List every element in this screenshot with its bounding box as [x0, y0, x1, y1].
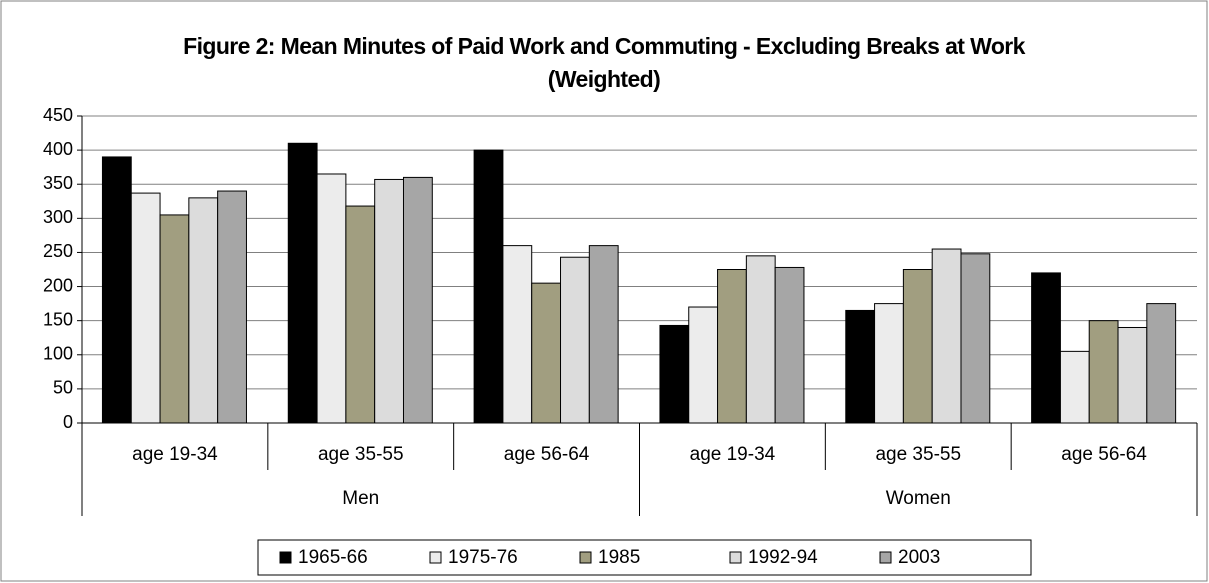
bar	[845, 309, 876, 424]
bar	[473, 149, 504, 424]
x-group-label: Women	[886, 488, 951, 509]
legend-swatch	[429, 551, 442, 564]
bar	[287, 142, 318, 424]
y-tick-label: 0	[63, 412, 73, 432]
bar	[531, 282, 562, 424]
legend-label: 1992-94	[748, 547, 818, 568]
y-tick-label: 100	[43, 344, 73, 364]
legend-label: 1985	[598, 547, 640, 568]
legend-label: 1965-66	[298, 547, 368, 568]
bar	[717, 269, 747, 424]
y-tick-label: 200	[43, 275, 73, 295]
bar	[874, 303, 904, 424]
x-tick-label: age 56-64	[1061, 444, 1147, 465]
legend-label: 1975-76	[448, 547, 518, 568]
legend-swatch	[279, 551, 292, 564]
bar	[1146, 303, 1177, 424]
bar	[345, 205, 376, 424]
bar	[1031, 272, 1061, 424]
legend-box	[257, 539, 1032, 576]
bar	[745, 255, 776, 424]
bar	[316, 173, 347, 424]
bar	[960, 253, 991, 424]
bar	[1088, 320, 1119, 424]
bar	[1117, 326, 1148, 424]
bar	[902, 269, 933, 424]
bar	[217, 190, 247, 424]
x-tick-label: age 19-34	[132, 444, 218, 465]
chart-title: Figure 2: Mean Minutes of Paid Work and …	[183, 33, 1025, 92]
bar	[101, 156, 132, 424]
legend-swatch	[729, 551, 742, 564]
bar	[502, 245, 533, 424]
bar	[659, 324, 690, 424]
y-tick-label: 300	[43, 207, 73, 227]
legend-swatch	[579, 551, 592, 564]
bar	[688, 306, 719, 424]
legend-swatch	[879, 551, 892, 564]
y-tick-label: 250	[43, 241, 73, 261]
bar	[931, 248, 962, 424]
bar	[402, 176, 433, 424]
legend-label: 2003	[898, 547, 940, 568]
bar	[1059, 350, 1090, 424]
y-tick-label: 350	[43, 173, 73, 193]
bar	[588, 245, 619, 424]
x-tick-label: age 35-55	[318, 444, 404, 465]
y-tick-label: 450	[43, 105, 73, 125]
x-group-label: Men	[342, 488, 379, 509]
bar	[774, 266, 805, 424]
bar	[560, 256, 590, 424]
y-tick-label: 400	[43, 139, 73, 159]
x-tick-label: age 19-34	[690, 444, 776, 465]
x-tick-label: age 56-64	[504, 444, 590, 465]
y-tick-label: 150	[43, 309, 73, 329]
bar	[159, 214, 190, 424]
bar	[374, 178, 404, 424]
bar	[188, 197, 219, 424]
x-tick-label: age 35-55	[875, 444, 961, 465]
y-tick-label: 50	[53, 378, 73, 398]
bar	[130, 192, 161, 424]
